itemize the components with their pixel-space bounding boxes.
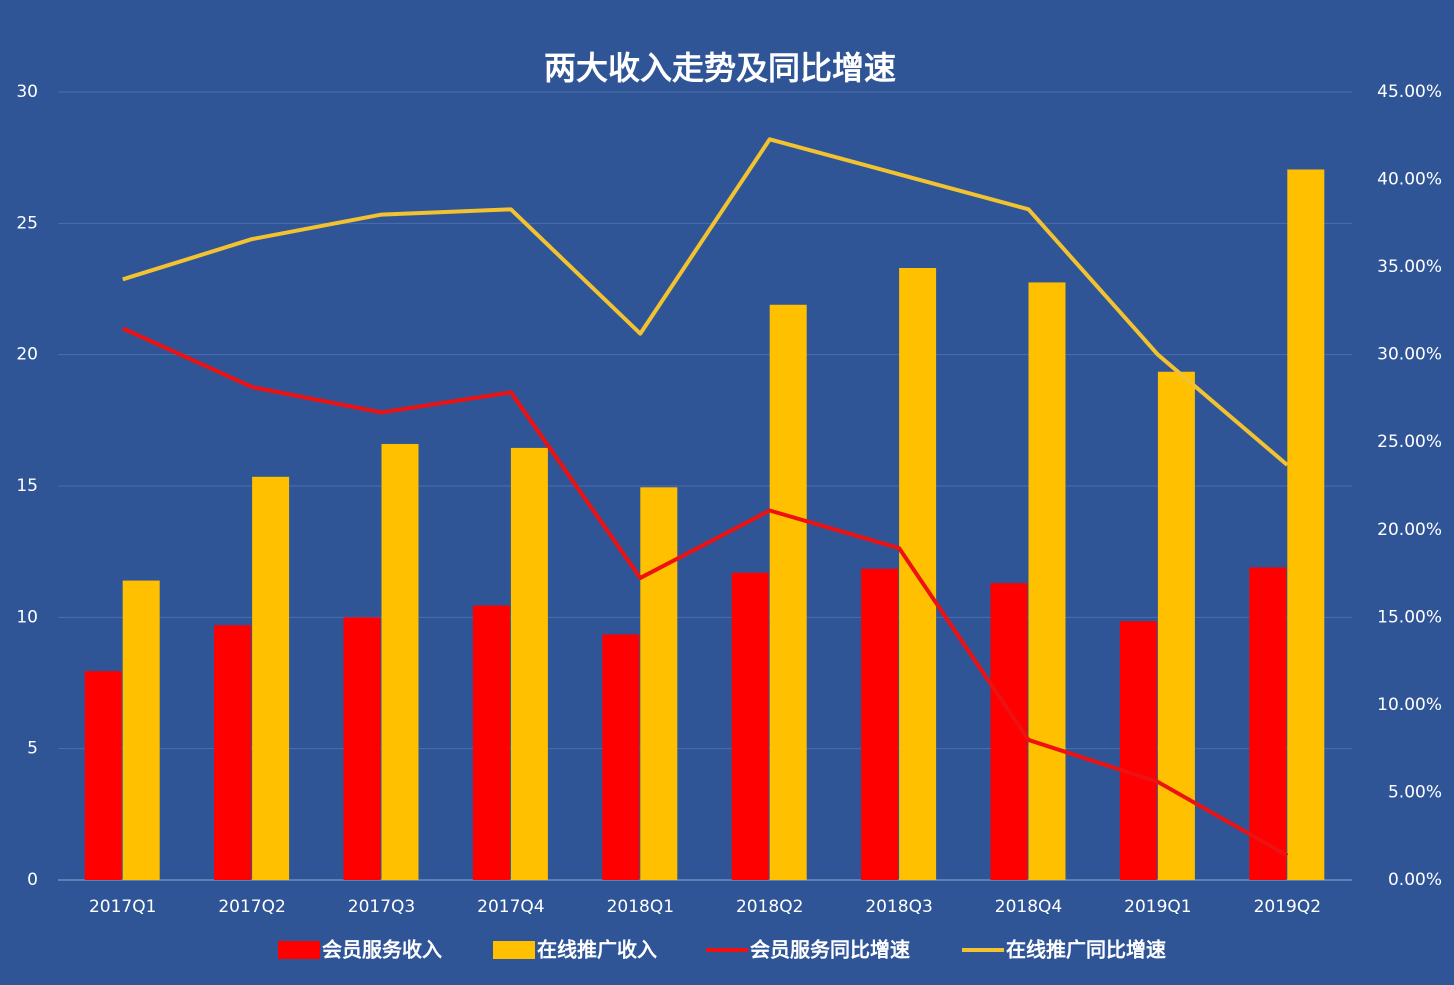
line [122,137,1289,467]
bar [1028,282,1066,880]
bar [769,304,807,880]
y2-tick-label: 20.00% [1377,520,1442,540]
bar [1287,169,1325,880]
x-tick-label: 2018Q4 [995,897,1062,917]
bar [510,447,548,880]
bar [472,605,510,880]
y2-tick-label: 40.00% [1377,170,1442,190]
bar [122,580,160,880]
x-tick-label: 2017Q3 [348,897,415,917]
y-tick-label: 0 [27,870,38,890]
x-tick-label: 2017Q1 [89,897,156,917]
y-tick-label: 15 [16,476,38,496]
y-tick-label: 5 [27,739,38,759]
y2-tick-label: 35.00% [1377,257,1442,277]
x-tick-label: 2019Q1 [1124,897,1191,917]
bar [214,625,252,880]
legend-label: 在线推广收入 [537,938,657,962]
x-tick-label: 2019Q2 [1254,897,1321,917]
y-tick-label: 10 [16,607,38,627]
legend-label: 会员服务收入 [322,938,442,962]
y-tick-label: 20 [16,345,38,365]
bar [731,572,769,880]
bar [84,671,122,880]
bar [381,443,419,880]
x-tick-label: 2018Q2 [736,897,803,917]
x-tick-label: 2017Q2 [218,897,285,917]
line [121,326,1289,858]
y2-tick-label: 5.00% [1388,782,1442,802]
y2-tick-label: 30.00% [1377,345,1442,365]
bar [1157,371,1195,880]
legend-label: 在线推广同比增速 [1006,938,1166,962]
bar [252,476,290,880]
bar [343,617,381,880]
y-tick-label: 25 [16,213,38,233]
bar [861,568,899,880]
bar [602,634,640,880]
chart-title: 两大收入走势及同比增速 [544,49,896,87]
bar [1119,621,1157,880]
legend-swatch [278,941,320,959]
bar [1249,567,1287,880]
y-tick-label: 30 [16,82,38,102]
y2-tick-label: 0.00% [1388,870,1442,890]
bar [640,487,678,880]
x-tick-label: 2018Q1 [607,897,674,917]
y2-tick-label: 10.00% [1377,695,1442,715]
x-tick-label: 2017Q4 [477,897,544,917]
y2-tick-label: 45.00% [1377,82,1442,102]
legend-label: 会员服务同比增速 [750,938,910,962]
x-tick-label: 2018Q3 [865,897,932,917]
y2-tick-label: 15.00% [1377,607,1442,627]
y2-tick-label: 25.00% [1377,432,1442,452]
legend-swatch [493,941,535,959]
